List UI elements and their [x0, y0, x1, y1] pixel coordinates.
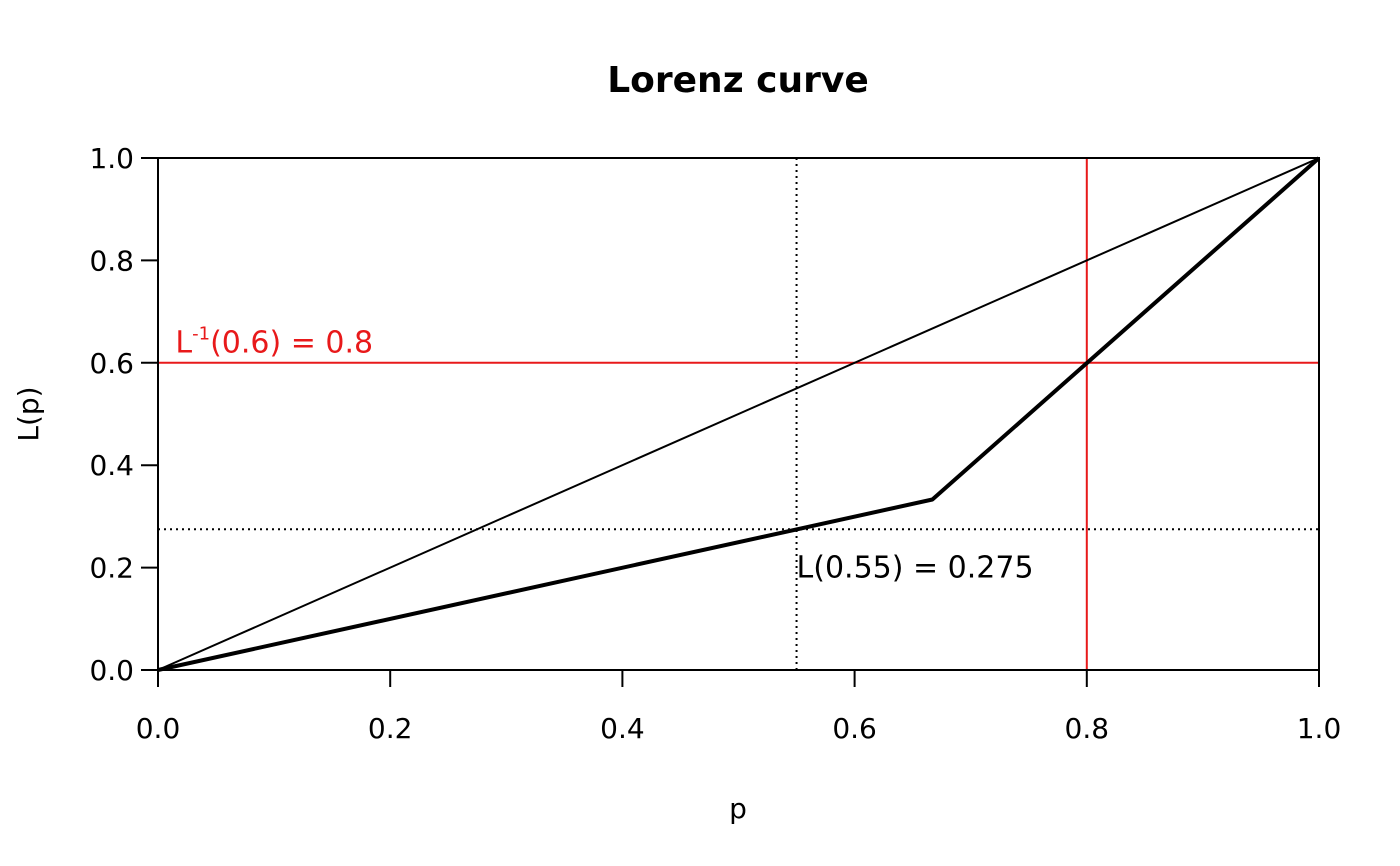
- x-tick-label: 0.4: [600, 712, 645, 745]
- x-tick-label: 1.0: [1297, 712, 1342, 745]
- chart-title: Lorenz curve: [607, 60, 869, 101]
- x-tick-label: 0.0: [136, 712, 181, 745]
- x-axis: 0.0 0.2 0.4 0.6 0.8 1.0: [136, 669, 1342, 745]
- annotations: L(0.55) = 0.275 L-1(0.6) = 0.8: [175, 323, 1033, 585]
- y-tick-label: 0.6: [89, 347, 134, 380]
- y-tick-label: 0.8: [89, 244, 134, 277]
- annotation-inverse-value: L-1(0.6) = 0.8: [175, 323, 373, 360]
- annotation-lorenz-value: L(0.55) = 0.275: [797, 551, 1034, 586]
- x-tick-label: 0.8: [1065, 712, 1110, 745]
- x-tick-label: 0.6: [832, 712, 877, 745]
- x-axis-label: p: [729, 792, 747, 825]
- y-tick-label: 0.4: [89, 449, 134, 482]
- x-tick-label: 0.2: [368, 712, 413, 745]
- y-tick-label: 0.2: [89, 552, 134, 585]
- y-tick-label: 0.0: [89, 654, 134, 687]
- y-axis: 0.0 0.2 0.4 0.6 0.8 1.0: [89, 142, 159, 687]
- lorenz-curve: [157, 156, 1321, 672]
- equality-line: [157, 157, 1320, 671]
- y-tick-label: 1.0: [89, 142, 134, 175]
- plot-area: [157, 156, 1321, 672]
- y-axis-label: L(p): [12, 386, 45, 441]
